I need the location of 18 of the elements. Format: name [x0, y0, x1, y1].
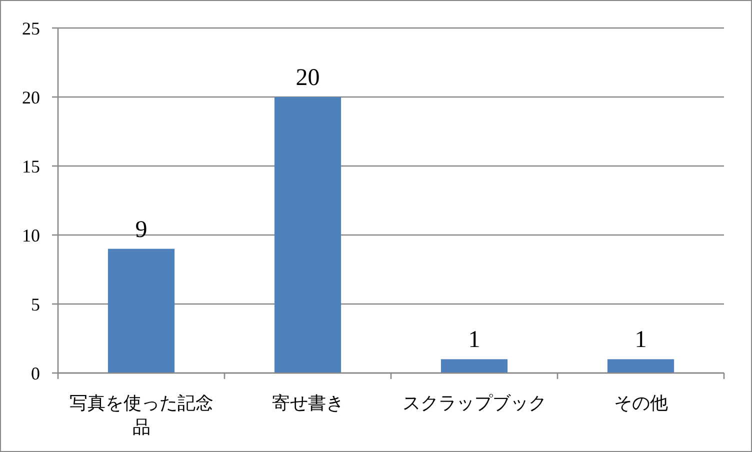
bar [108, 248, 175, 373]
x-tick-label: 寄せ書き [272, 393, 344, 413]
data-label: 9 [135, 216, 148, 243]
x-tick-label: 写真を使った記念品 [69, 393, 214, 437]
y-tick-label: 15 [22, 156, 40, 176]
y-tick-label: 20 [22, 87, 40, 108]
y-tick-label: 5 [31, 294, 40, 314]
bar [440, 359, 508, 373]
x-tick-label: スクラップブック [402, 393, 546, 413]
data-label: 1 [468, 327, 480, 354]
x-tick-label: その他 [614, 393, 668, 413]
y-tick-label: 25 [22, 18, 40, 38]
data-label: 20 [296, 65, 320, 91]
data-label: 1 [634, 327, 647, 354]
y-tick-label: 0 [31, 363, 40, 384]
bar [607, 359, 674, 373]
y-tick-label: 10 [22, 225, 40, 246]
bar [274, 97, 342, 373]
